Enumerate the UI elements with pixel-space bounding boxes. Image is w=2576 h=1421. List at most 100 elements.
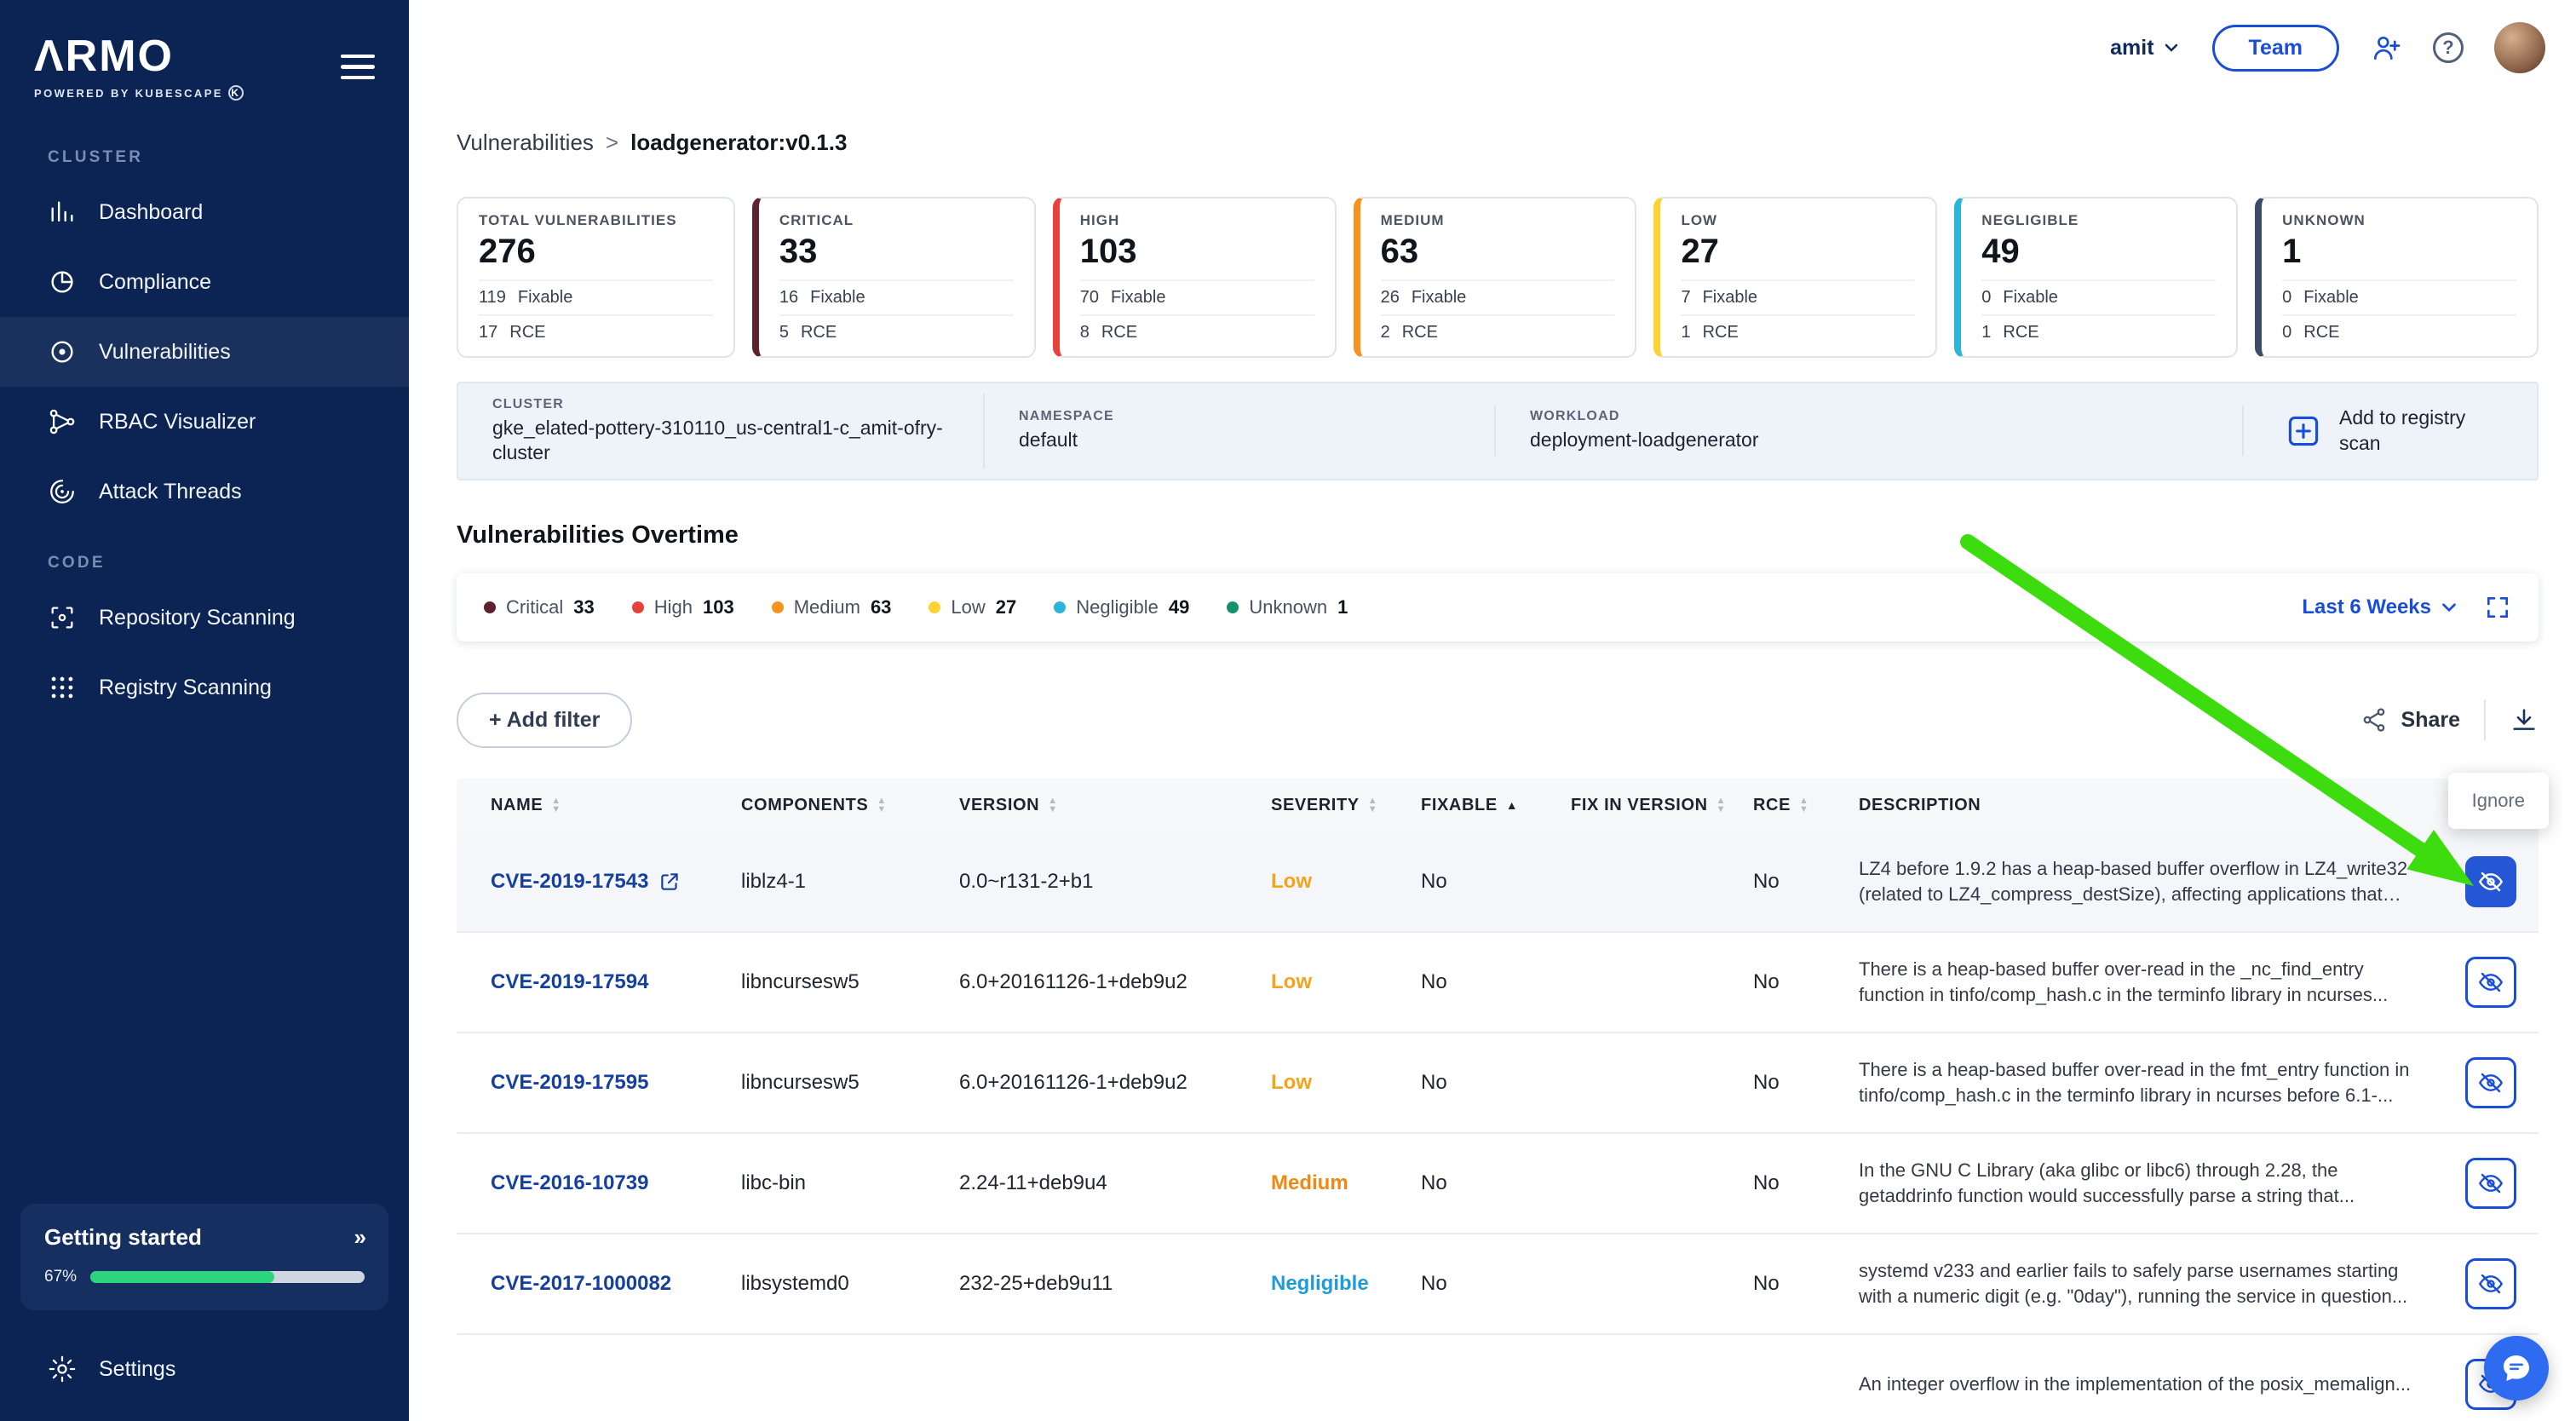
- legend-item[interactable]: Low 27: [929, 596, 1016, 618]
- legend-item[interactable]: Critical 33: [484, 596, 595, 618]
- sidebar-item-vulnerabilities[interactable]: Vulnerabilities: [0, 317, 409, 387]
- table-row[interactable]: CVE-2017-1000082 libsystemd0 232-25+deb9…: [457, 1234, 2539, 1335]
- name-cell: CVE-2016-10739: [491, 1171, 741, 1195]
- stat-label: NEGLIGIBLE: [1981, 212, 2216, 229]
- stat-label: HIGH: [1080, 212, 1314, 229]
- gear-icon: [48, 1355, 77, 1384]
- sidebar-item-registry-scanning[interactable]: Registry Scanning: [0, 653, 409, 722]
- app-root: ΛRMO POWERED BY KUBESCAPE K CLUSTER Dash…: [0, 0, 2576, 1421]
- stat-card[interactable]: LOW 27 7Fixable 1RCE: [1653, 197, 1937, 358]
- table-row[interactable]: CVE-2016-10739 libc-bin 2.24-11+deb9u4 M…: [457, 1134, 2539, 1234]
- divider: [2484, 699, 2486, 740]
- description-cell: systemd v233 and earlier fails to safely…: [1859, 1258, 2443, 1309]
- header-cell[interactable]: DESCRIPTION: [1859, 796, 2443, 815]
- stat-rce: 2RCE: [1381, 314, 1615, 349]
- sort-arrows-icon: ▲▼: [1799, 797, 1809, 814]
- cve-link[interactable]: CVE-2019-17595: [491, 1071, 648, 1095]
- menu-icon[interactable]: [341, 48, 375, 86]
- header-cell[interactable]: COMPONENTS ▲▼: [741, 796, 959, 815]
- header-cell[interactable]: VERSION ▲▼: [959, 796, 1271, 815]
- cve-link[interactable]: CVE-2019-17594: [491, 970, 648, 994]
- stat-card[interactable]: HIGH 103 70Fixable 8RCE: [1053, 197, 1337, 358]
- stat-rce: 17RCE: [479, 314, 713, 349]
- sidebar-item-compliance[interactable]: Compliance: [0, 247, 409, 317]
- plus-square-icon: [2285, 412, 2322, 450]
- header-cell[interactable]: NAME ▲▼: [491, 796, 741, 815]
- stat-label: UNKNOWN: [2282, 212, 2516, 229]
- breadcrumb-current: loadgenerator:v0.1.3: [630, 129, 847, 156]
- stat-value: 63: [1381, 233, 1615, 271]
- user-menu[interactable]: amit: [2110, 36, 2181, 60]
- top-header: amit Team ?: [409, 0, 2576, 95]
- stat-card[interactable]: NEGLIGIBLE 49 0Fixable 1RCE: [1954, 197, 2238, 358]
- sidebar-item-settings[interactable]: Settings: [0, 1334, 409, 1404]
- cve-link[interactable]: CVE-2019-17543: [491, 870, 648, 894]
- avatar[interactable]: [2494, 22, 2545, 73]
- rce-cell: No: [1753, 870, 1859, 894]
- table-row[interactable]: An integer overflow in the implementatio…: [457, 1335, 2539, 1421]
- sidebar-item-label: Attack Threads: [99, 480, 242, 504]
- chat-bubble-button[interactable]: [2484, 1336, 2549, 1401]
- ignore-button[interactable]: [2465, 1258, 2516, 1309]
- description-cell: An integer overflow in the implementatio…: [1859, 1372, 2443, 1397]
- rce-cell: No: [1753, 1171, 1859, 1195]
- table-row[interactable]: CVE-2019-17543 liblz4-1 0.0~r131-2+b1 Lo…: [457, 832, 2539, 933]
- stat-fixable: 119Fixable: [479, 279, 713, 314]
- header-cell[interactable]: FIX IN VERSION ▲▼: [1571, 796, 1753, 815]
- download-icon[interactable]: [2510, 705, 2539, 734]
- external-link-icon[interactable]: [658, 871, 681, 893]
- description-cell: There is a heap-based buffer over-read i…: [1859, 1057, 2443, 1107]
- legend-item[interactable]: Medium 63: [772, 596, 892, 618]
- ignore-button[interactable]: [2465, 856, 2516, 907]
- table-body: CVE-2019-17543 liblz4-1 0.0~r131-2+b1 Lo…: [457, 832, 2539, 1421]
- info-cluster: CLUSTER gke_elated-pottery-310110_us-cen…: [458, 394, 985, 469]
- add-to-registry-label: Add to registry scan: [2339, 406, 2496, 457]
- ignore-button[interactable]: [2465, 957, 2516, 1008]
- sidebar-item-label: RBAC Visualizer: [99, 410, 256, 434]
- action-cell: [2443, 1057, 2539, 1108]
- legend-dot: [929, 601, 940, 613]
- sort-arrows-icon: ▲▼: [877, 797, 887, 814]
- add-to-registry-button[interactable]: Add to registry scan: [2244, 402, 2537, 460]
- share-button[interactable]: Share: [2360, 706, 2460, 734]
- legend-item[interactable]: Unknown 1: [1227, 596, 1348, 618]
- ignore-button[interactable]: [2465, 1158, 2516, 1209]
- severity-cell: Low: [1271, 870, 1421, 894]
- help-button[interactable]: ?: [2433, 32, 2464, 63]
- header-cell[interactable]: SEVERITY ▲▼: [1271, 796, 1421, 815]
- cve-link[interactable]: CVE-2017-1000082: [491, 1272, 671, 1296]
- sidebar-item-rbac-visualizer[interactable]: RBAC Visualizer: [0, 387, 409, 457]
- cve-link[interactable]: CVE-2016-10739: [491, 1171, 648, 1195]
- kubescape-badge-icon: K: [228, 85, 244, 101]
- add-user-button[interactable]: [2370, 32, 2402, 64]
- team-button[interactable]: Team: [2212, 25, 2339, 72]
- ignore-button[interactable]: [2465, 1057, 2516, 1108]
- sidebar-item-dashboard[interactable]: Dashboard: [0, 177, 409, 247]
- fixable-cell: No: [1421, 870, 1571, 894]
- legend-item[interactable]: Negligible 49: [1054, 596, 1189, 618]
- stat-card[interactable]: CRITICAL 33 16Fixable 5RCE: [752, 197, 1036, 358]
- armo-logo-text: ΛRMO: [34, 34, 244, 78]
- header-cell[interactable]: RCE ▲▼: [1753, 796, 1859, 815]
- stat-fixable: 16Fixable: [779, 279, 1014, 314]
- sidebar-item-repository-scanning[interactable]: Repository Scanning: [0, 583, 409, 653]
- stat-fixable: 0Fixable: [1981, 279, 2216, 314]
- period-selector[interactable]: Last 6 Weeks: [2302, 595, 2460, 619]
- stat-card[interactable]: TOTAL VULNERABILITIES 276 119Fixable 17R…: [457, 197, 735, 358]
- fixable-cell: No: [1421, 1071, 1571, 1095]
- stat-card[interactable]: MEDIUM 63 26Fixable 2RCE: [1354, 197, 1637, 358]
- getting-started-label: Getting started: [44, 1224, 202, 1251]
- stat-card[interactable]: UNKNOWN 1 0Fixable 0RCE: [2255, 197, 2539, 358]
- registry-scanning-icon: [48, 673, 77, 702]
- breadcrumb-parent[interactable]: Vulnerabilities: [457, 129, 594, 156]
- legend-item[interactable]: High 103: [632, 596, 734, 618]
- add-filter-button[interactable]: + Add filter: [457, 693, 632, 748]
- expand-icon[interactable]: [2484, 594, 2511, 621]
- sidebar-item-attack-threads[interactable]: Attack Threads: [0, 457, 409, 526]
- table-row[interactable]: CVE-2019-17594 libncursesw5 6.0+20161126…: [457, 933, 2539, 1033]
- table-row[interactable]: CVE-2019-17595 libncursesw5 6.0+20161126…: [457, 1033, 2539, 1134]
- header-cell[interactable]: FIXABLE ▲: [1421, 796, 1571, 815]
- getting-started-card[interactable]: Getting started » 67%: [20, 1204, 388, 1310]
- name-cell: CVE-2019-17543: [491, 870, 741, 894]
- action-cell: [2443, 1258, 2539, 1309]
